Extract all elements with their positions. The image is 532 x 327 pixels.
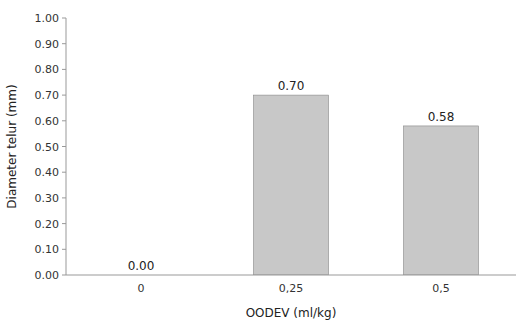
- y-tick-label: 0.10: [35, 243, 60, 256]
- y-tick-label: 0.00: [35, 269, 60, 282]
- y-tick: [62, 172, 66, 173]
- y-tick: [62, 275, 66, 276]
- y-tick-label: 0.80: [35, 63, 60, 76]
- y-tick: [62, 120, 66, 121]
- y-tick-label: 0.40: [35, 166, 60, 179]
- y-tick: [62, 223, 66, 224]
- y-tick: [62, 197, 66, 198]
- x-axis-line: [66, 275, 516, 276]
- bar: [404, 126, 479, 275]
- y-axis-label: Diameter telur (mm): [5, 84, 19, 208]
- data-label: 0.58: [428, 110, 455, 124]
- data-label: 0.00: [128, 259, 155, 273]
- y-tick: [62, 249, 66, 250]
- x-tick-label: 0,25: [279, 282, 304, 295]
- x-tick-label: 0: [138, 282, 145, 295]
- y-tick: [62, 69, 66, 70]
- y-tick-label: 1.00: [35, 12, 60, 25]
- bars: [254, 95, 479, 275]
- chart: 0.00 0.70 0.58 0.00 0.10 0.20 0.30 0.40 0.50 0.60…: [0, 0, 532, 327]
- data-label: 0.70: [278, 79, 305, 93]
- y-tick-label: 0.20: [35, 218, 60, 231]
- y-tick-label: 0.60: [35, 115, 60, 128]
- x-axis-label: OODEV (ml/kg): [246, 306, 337, 320]
- y-tick-label: 0.50: [35, 141, 60, 154]
- x-tick-label: 0,5: [432, 282, 450, 295]
- y-tick: [62, 95, 66, 96]
- y-tick-label: 0.90: [35, 38, 60, 51]
- y-tick-label: 0.70: [35, 89, 60, 102]
- bar: [254, 95, 329, 275]
- y-tick: [62, 18, 66, 19]
- y-tick: [62, 146, 66, 147]
- y-tick: [62, 43, 66, 44]
- y-tick-label: 0.30: [35, 192, 60, 205]
